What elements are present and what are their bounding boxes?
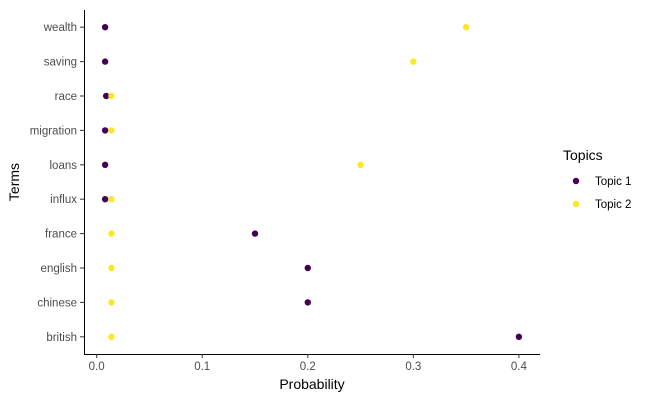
series-topic-2 <box>108 24 470 340</box>
y-axis-ticks: british chinese english france influx loans mi… <box>30 22 84 344</box>
legend-label: Topic 1 <box>595 176 631 188</box>
data-point <box>108 333 115 340</box>
x-tick-label: 0.3 <box>405 361 421 373</box>
y-tick-label: influx <box>50 194 77 206</box>
legend-title: Topics <box>563 147 603 163</box>
data-point <box>515 333 523 340</box>
data-point <box>108 264 115 272</box>
x-tick-label: 0.4 <box>511 361 528 373</box>
data-point <box>304 299 311 306</box>
data-point <box>101 127 109 134</box>
legend: Topics Topic 1 Topic 2 <box>563 147 631 211</box>
y-tick-label: migration <box>30 125 77 137</box>
y-tick-label: saving <box>44 57 77 69</box>
data-point <box>101 161 109 168</box>
data-point <box>108 299 115 306</box>
data-point <box>462 24 470 31</box>
data-point <box>357 161 364 168</box>
plot-area <box>101 24 523 340</box>
data-point <box>108 196 115 203</box>
x-tick-label: 0.1 <box>194 361 210 373</box>
data-point <box>102 92 110 100</box>
x-tick-label: 0.0 <box>89 361 105 373</box>
series-topic-1 <box>101 24 523 340</box>
y-tick-label: race <box>55 91 77 103</box>
y-tick-label: wealth <box>43 22 77 34</box>
data-point <box>304 264 311 272</box>
data-point <box>101 196 109 203</box>
y-tick-label: chinese <box>37 297 77 309</box>
data-point <box>251 230 259 237</box>
y-tick-label: loans <box>50 160 78 172</box>
y-axis-title: Terms <box>6 163 22 201</box>
legend-key <box>572 177 580 185</box>
data-point <box>101 24 109 31</box>
y-tick-label: british <box>46 332 77 344</box>
x-tick-label: 0.2 <box>300 361 316 373</box>
y-tick-label: english <box>41 263 77 275</box>
data-point <box>108 230 115 237</box>
x-axis-title: Probability <box>279 376 344 392</box>
data-point <box>108 92 115 100</box>
legend-label: Topic 2 <box>595 199 631 211</box>
x-axis-ticks: 0.0 0.1 0.2 0.3 0.4 <box>89 354 528 373</box>
legend-key <box>572 200 580 208</box>
data-point <box>101 58 109 65</box>
y-tick-label: france <box>45 229 77 241</box>
data-point <box>108 127 115 134</box>
data-point <box>410 58 417 65</box>
